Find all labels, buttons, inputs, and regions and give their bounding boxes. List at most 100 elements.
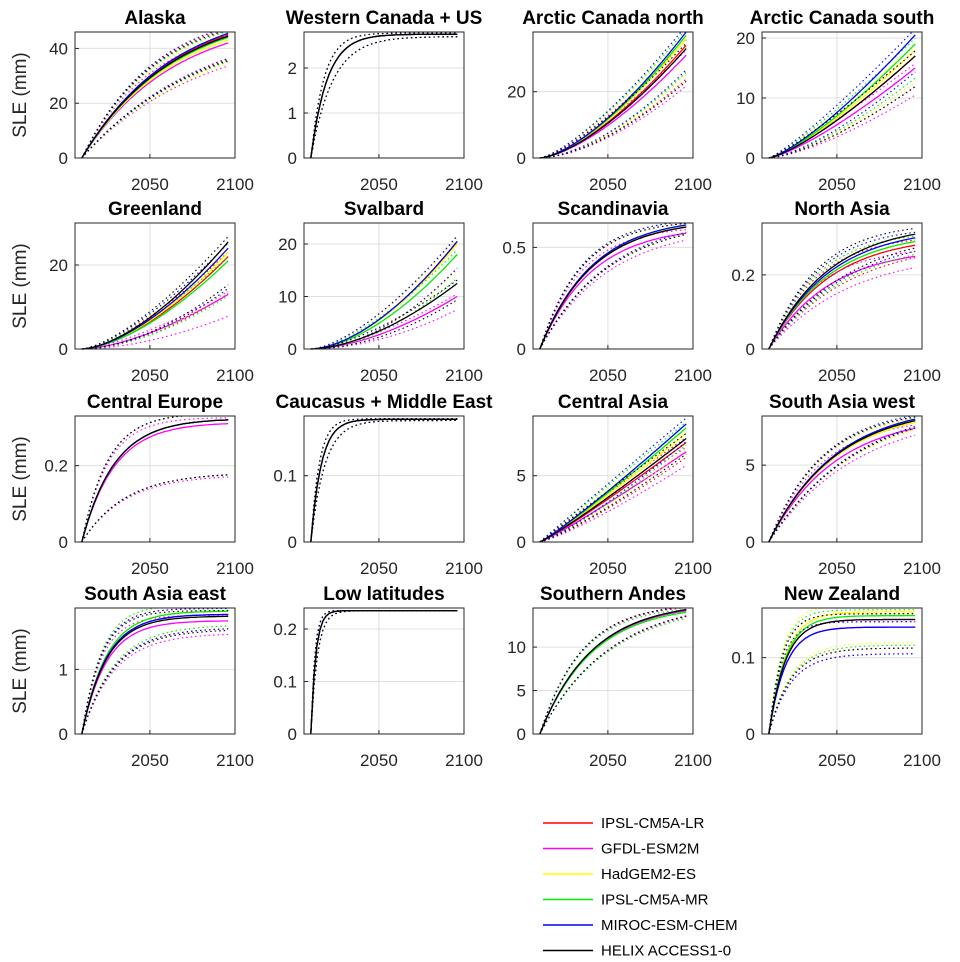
y-tick-label: 0: [517, 149, 526, 168]
subplot-title: Scandinavia: [558, 199, 669, 220]
series-dotted-line: [768, 37, 916, 159]
series-line-ipsl-cm5a-lr: [768, 244, 916, 350]
series-dotted-line: [768, 253, 916, 350]
series-dotted-line: [81, 31, 229, 159]
y-tick-label: 0.1: [273, 467, 297, 486]
y-tick-label: 0: [59, 725, 68, 744]
series-dotted-line: [539, 607, 687, 735]
subplot-new-zealand: 2050 2100 0 0.1 New Zealand: [731, 584, 941, 770]
y-tick-label: 10: [736, 89, 755, 108]
subplot-north-asia: 2050 2100 0 0.2 North Asia: [731, 199, 941, 385]
series-dotted-line: [310, 418, 458, 543]
series-dotted-line: [539, 80, 687, 159]
y-tick-label: 20: [49, 256, 68, 275]
subplot-title: Svalbard: [344, 199, 424, 220]
series-dotted-line: [768, 653, 916, 735]
x-tick-label: 2100: [674, 175, 712, 194]
plot-area: [762, 608, 922, 734]
y-tick-label: 0: [746, 149, 755, 168]
series-line-hadgem2-es: [768, 611, 916, 735]
legend: IPSL-CM5A-LR GFDL-ESM2M HadGEM2-ES IPSL-CM5…: [543, 815, 738, 960]
x-tick-label: 2050: [360, 366, 398, 385]
series-line-helix-access1-0: [81, 241, 229, 350]
y-tick-label: 0.2: [731, 266, 755, 285]
series-dotted-line: [81, 607, 229, 735]
subplot-title: Low latitudes: [323, 584, 444, 605]
series-line-gfdl-esm2m: [81, 620, 229, 735]
y-tick-label: 5: [746, 456, 755, 475]
series-line-helix-access1-0: [539, 226, 687, 350]
axes-box: [303, 415, 465, 543]
series-dotted-line: [539, 432, 687, 543]
series-line-miroc-esm-chem: [310, 240, 458, 350]
axes-box: [761, 607, 923, 735]
series-dotted-line: [81, 614, 229, 735]
series-dotted-line: [81, 63, 229, 159]
series-line-gfdl-esm2m: [768, 427, 916, 543]
series-line-miroc-esm-chem: [81, 613, 229, 735]
y-tick-label: 10: [278, 288, 297, 307]
x-tick-label: 2050: [589, 366, 627, 385]
subplot-title: New Zealand: [784, 584, 900, 605]
series-dotted-line: [768, 239, 916, 350]
series-dotted-line: [539, 31, 687, 159]
series-line-ipsl-cm5a-mr: [768, 240, 916, 350]
y-tick-label: 5: [517, 682, 526, 701]
y-axis-label: SLE (mm): [10, 436, 31, 522]
subplot-title: Central Europe: [87, 392, 223, 413]
subplot-title: Arctic Canada north: [522, 8, 704, 29]
x-tick-label: 2050: [589, 751, 627, 770]
legend-label: IPSL-CM5A-LR: [601, 815, 705, 832]
series-line-ipsl-cm5a-mr: [768, 43, 916, 159]
legend-label: HadGEM2-ES: [601, 866, 696, 883]
y-tick-label: 0.5: [502, 238, 526, 257]
plot-area: [304, 223, 464, 349]
x-tick-label: 2100: [445, 366, 483, 385]
legend-label: GFDL-ESM2M: [601, 841, 699, 858]
x-tick-label: 2050: [589, 175, 627, 194]
series-line-gfdl-esm2m: [81, 293, 229, 350]
y-tick-label: 0: [59, 149, 68, 168]
plot-area: [533, 32, 693, 158]
axes-box: [761, 222, 923, 350]
series-dotted-line: [768, 71, 916, 159]
series-dotted-line: [81, 474, 229, 543]
legend-label: IPSL-CM5A-MR: [601, 892, 709, 909]
series-dotted-line: [539, 441, 687, 543]
x-tick-label: 2100: [903, 751, 941, 770]
plot-area: [533, 223, 693, 349]
subplot-title: South Asia west: [769, 392, 916, 413]
series-line-ipsl-cm5a-mr: [81, 610, 229, 735]
plot-area: [533, 416, 693, 542]
y-tick-label: 0.2: [44, 457, 68, 476]
series-dotted-line: [310, 309, 458, 350]
series-line-helix-access1-0: [310, 33, 458, 159]
series-dotted-line: [539, 233, 687, 350]
axes-box: [532, 415, 694, 543]
series-dotted-line: [81, 57, 229, 159]
x-tick-label: 2050: [131, 751, 169, 770]
y-tick-label: 20: [278, 235, 297, 254]
x-tick-label: 2100: [216, 751, 254, 770]
series-dotted-line: [768, 81, 916, 159]
series-dotted-line: [310, 267, 458, 350]
x-tick-label: 2050: [360, 175, 398, 194]
axes-box: [532, 31, 694, 159]
series-dotted-line: [768, 647, 916, 735]
subplot-greenland: 2050 2100 0 20 Greenland SLE (mm): [10, 199, 254, 385]
plot-area: [75, 416, 235, 542]
series-line-miroc-esm-chem: [768, 626, 916, 735]
axes-box: [74, 31, 236, 159]
series-line-gfdl-esm2m: [768, 67, 916, 159]
series-dotted-line: [539, 32, 687, 159]
legend-label: HELIX ACCESS1-0: [601, 943, 731, 960]
subplot-western-canada-us: 2050 2100 0 1 2 Western Canada + US: [286, 8, 483, 194]
y-tick-label: 0: [746, 533, 755, 552]
subplot-title: Central Asia: [558, 392, 669, 413]
y-tick-label: 0: [517, 340, 526, 359]
series-dotted-line: [768, 427, 916, 543]
y-tick-label: 1: [59, 660, 68, 679]
subplot-alaska: 2050 2100 0 20 40 Alaska SLE (mm): [10, 8, 254, 194]
subplot-south-asia-east: 2050 2100 0 1 South Asia east SLE (mm): [10, 584, 254, 770]
